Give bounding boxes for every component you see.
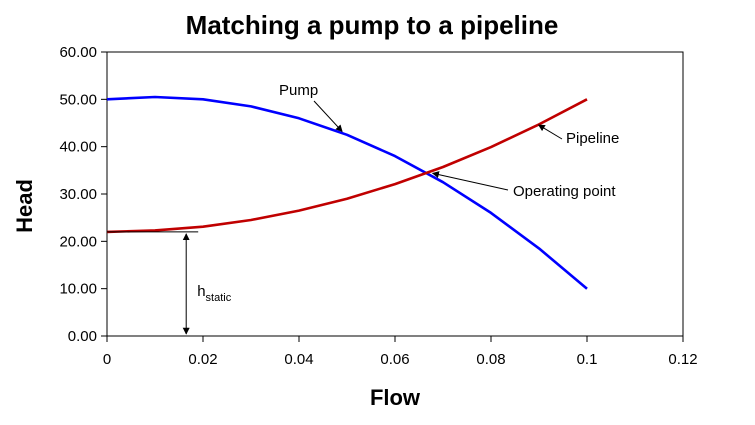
pipeline-label: Pipeline	[566, 130, 619, 147]
x-tick-label: 0	[103, 351, 111, 368]
x-tick-label: 0.1	[577, 351, 598, 368]
chart-title: Matching a pump to a pipeline	[186, 10, 559, 40]
y-tick-label: 10.00	[59, 281, 97, 298]
pump-label: Pump	[279, 82, 318, 99]
y-tick-label: 0.00	[68, 328, 97, 345]
x-tick-label: 0.08	[476, 351, 505, 368]
y-tick-label: 40.00	[59, 139, 97, 156]
y-tick-label: 60.00	[59, 44, 97, 61]
y-tick-label: 20.00	[59, 233, 97, 250]
hstatic-label: hstatic	[197, 283, 232, 304]
pipeline-label-arrow	[537, 124, 563, 140]
y-tick-label: 50.00	[59, 91, 97, 108]
x-tick-label: 0.02	[188, 351, 217, 368]
plot-area: 0 0.02 0.04 0.06 0.08 0.1 0.12 0.00 10.00 20.00 30…	[59, 44, 697, 368]
x-tick-label: 0.04	[284, 351, 313, 368]
operating-point-label: Operating point	[513, 183, 616, 200]
y-tick-label: 30.00	[59, 186, 97, 203]
x-tick-label: 0.12	[668, 351, 697, 368]
operating-point-arrow	[431, 171, 509, 191]
y-axis-title: Head	[12, 179, 37, 233]
x-axis-title: Flow	[370, 385, 421, 410]
series-line-pipeline	[106, 98, 588, 234]
pump-label-arrow	[313, 100, 343, 133]
x-tick-label: 0.06	[380, 351, 409, 368]
series-line-pump	[106, 95, 588, 290]
